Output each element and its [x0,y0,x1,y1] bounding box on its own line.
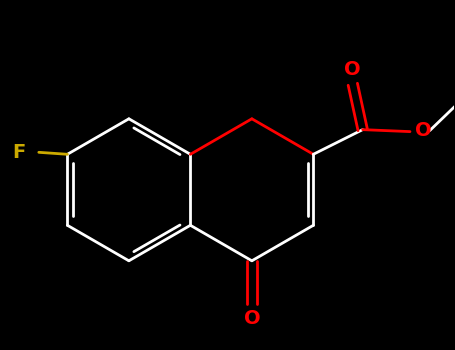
Text: O: O [243,309,260,328]
Text: O: O [344,60,361,79]
Text: F: F [13,143,26,162]
Text: O: O [415,121,431,140]
